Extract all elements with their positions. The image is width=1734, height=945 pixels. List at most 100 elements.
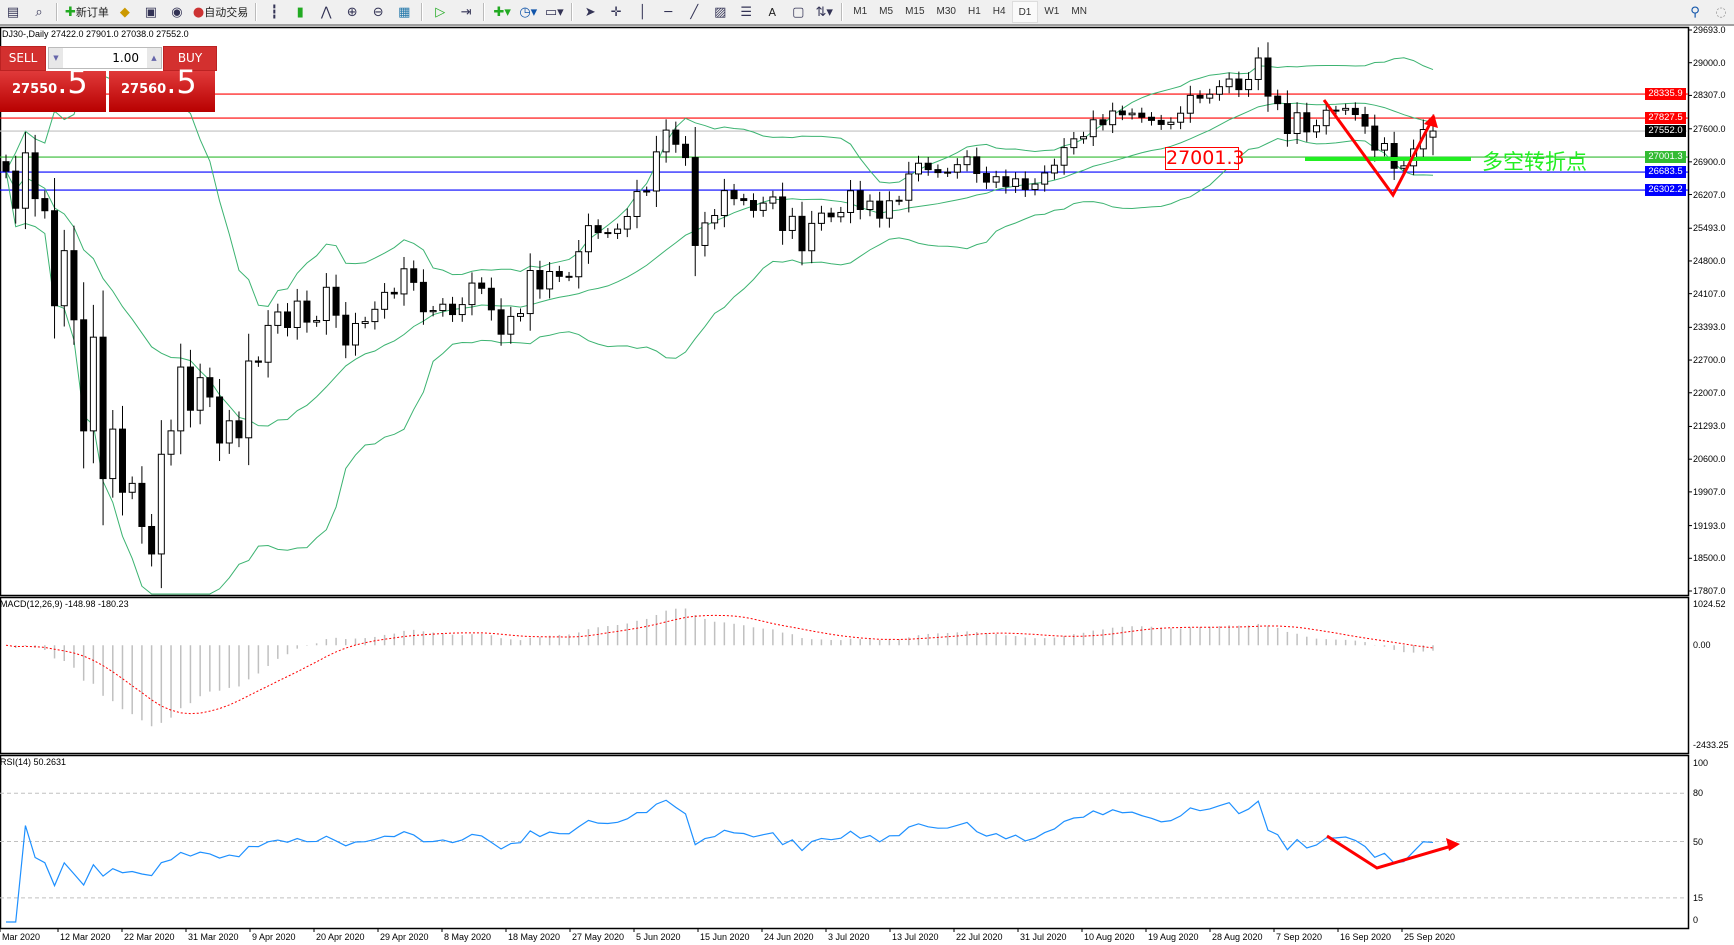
text-tool-button[interactable]: A <box>768 5 777 19</box>
terminal-icon[interactable]: ▣ <box>144 4 158 20</box>
new-order-label: 新订单 <box>75 6 109 19</box>
date-axis-label: 9 Apr 2020 <box>252 932 296 942</box>
candle-body <box>118 428 126 493</box>
period-w1[interactable]: W1 <box>1044 5 1060 17</box>
period-d1[interactable]: D1 <box>1011 1 1039 23</box>
date-axis-label: 12 Mar 2020 <box>60 932 111 942</box>
text-label-icon[interactable]: ▢ <box>792 4 805 20</box>
new-order-button[interactable]: ✚ 新订单 <box>62 2 112 22</box>
candle-body <box>779 196 787 231</box>
candle-body <box>419 281 427 313</box>
candle-body <box>245 360 253 439</box>
candle-body <box>186 366 194 411</box>
trendline-icon[interactable]: ╱ <box>690 4 699 20</box>
candle-body <box>1002 176 1010 187</box>
candle-body <box>1264 57 1272 97</box>
candle-body <box>1099 119 1107 126</box>
zoom-out-icon[interactable]: ⊖ <box>372 4 384 20</box>
candle-body <box>759 202 767 211</box>
metaeditor-icon[interactable]: ◆ <box>119 4 130 20</box>
crosshair-icon[interactable]: ✛ <box>610 4 622 20</box>
candle-body <box>497 309 505 335</box>
chart-shift-icon[interactable]: ⇥ <box>460 4 472 20</box>
period-m5[interactable]: M5 <box>879 5 894 17</box>
new-chart-icon[interactable]: ▤ <box>6 4 20 20</box>
one-click-trading-panel: SELL ▼ 1.00 ▲ BUY 27550.5 27560.5 <box>0 46 217 112</box>
candle-body <box>1128 112 1136 116</box>
price-axis-label: 26207.0 <box>1693 189 1726 200</box>
candle-body <box>614 228 622 234</box>
rsi-v-arrow[interactable] <box>1326 834 1456 870</box>
cursor-icon[interactable]: ➤ <box>584 4 596 20</box>
auto-trading-button[interactable]: ● 自动交易 <box>190 2 251 22</box>
period-m15[interactable]: M15 <box>905 5 925 17</box>
candle-body <box>1021 178 1029 190</box>
indicators-icon[interactable]: ✚▾ <box>493 4 511 20</box>
candle-body <box>206 377 214 398</box>
turning-point-text[interactable]: 多空转折点 <box>1482 150 1587 174</box>
tile-windows-icon[interactable]: ▦ <box>398 4 411 20</box>
channel-icon[interactable]: ▨ <box>714 4 727 20</box>
fibonacci-icon[interactable]: ☰ <box>740 4 753 20</box>
candle-body <box>254 360 262 363</box>
candle-body <box>293 300 301 328</box>
auto-scroll-icon[interactable]: ▷ <box>435 4 446 20</box>
date-axis-label: 16 Sep 2020 <box>1340 932 1392 942</box>
period-mn[interactable]: MN <box>1071 5 1087 17</box>
price-v-arrow[interactable] <box>1322 99 1436 198</box>
auto-trading-icon: ● <box>192 4 205 20</box>
price-axis-label: 18500.0 <box>1693 553 1726 564</box>
candle-body <box>390 291 398 295</box>
separator <box>483 3 486 21</box>
vertical-line-icon[interactable]: │ <box>638 4 647 20</box>
pane-frame <box>0 26 1690 597</box>
templates-icon[interactable]: ▭▾ <box>544 4 564 20</box>
candle-body <box>992 176 1000 183</box>
period-m1[interactable]: M1 <box>853 5 868 17</box>
candle-body <box>1283 103 1291 135</box>
buy-price[interactable]: 27560.5 <box>109 65 215 112</box>
candle-body <box>672 129 680 145</box>
candle-body <box>51 210 59 307</box>
horizontal-line-icon[interactable]: ─ <box>664 4 673 20</box>
period-m30[interactable]: M30 <box>936 5 956 17</box>
date-axis-label: 22 Mar 2020 <box>124 932 175 942</box>
date-axis-label: 31 Mar 2020 <box>188 932 239 942</box>
arrows-icon[interactable]: ⇅▾ <box>815 4 833 20</box>
signals-icon[interactable]: ◉ <box>171 4 183 20</box>
candle-body <box>555 271 563 277</box>
rsi-axis-label: 0 <box>1693 915 1699 925</box>
sell-button[interactable]: SELL <box>0 46 46 71</box>
price-axis-label: 29000.0 <box>1693 57 1726 68</box>
candle-body <box>915 162 923 175</box>
price-axis-label: 22700.0 <box>1693 355 1726 366</box>
rsi-axis-label: 80 <box>1693 788 1704 799</box>
candle-body <box>934 169 942 174</box>
drawn-objects[interactable] <box>1305 99 1471 870</box>
candlestick-icon[interactable]: ▮ <box>296 4 304 20</box>
periods-icon[interactable]: ◷▾ <box>519 4 538 20</box>
zoom-in-icon[interactable]: ⊕ <box>346 4 358 20</box>
period-h1[interactable]: H1 <box>967 5 981 17</box>
macd-indicator <box>5 608 1434 727</box>
period-h4[interactable]: H4 <box>992 5 1006 17</box>
chat-icon[interactable]: ◌ <box>1715 4 1727 20</box>
search-icon[interactable]: ⚲ <box>1690 4 1700 20</box>
rsi-title: RSI(14) 50.2631 <box>0 757 67 767</box>
candle-body <box>2 161 10 172</box>
level-label-box[interactable]: 27001.3 <box>1165 147 1245 170</box>
candle-body <box>60 250 68 307</box>
level-price-label: 27001.3 <box>1645 151 1686 164</box>
level-price-label: 27827.5 <box>1645 112 1686 125</box>
line-chart-icon[interactable]: ⋀ <box>320 4 332 20</box>
lot-increase-button[interactable]: ▲ <box>147 48 161 68</box>
bar-chart-icon[interactable]: ┇ <box>270 4 279 20</box>
lot-decrease-button[interactable]: ▼ <box>49 48 63 68</box>
level-price-label: 26683.5 <box>1645 166 1686 179</box>
lot-size-input[interactable]: ▼ 1.00 ▲ <box>48 47 162 69</box>
candle-body <box>856 190 864 210</box>
buy-button[interactable]: BUY <box>163 46 217 71</box>
navigator-icon[interactable]: ⌕ <box>35 4 43 20</box>
sell-price[interactable]: 27550.5 <box>0 65 106 112</box>
